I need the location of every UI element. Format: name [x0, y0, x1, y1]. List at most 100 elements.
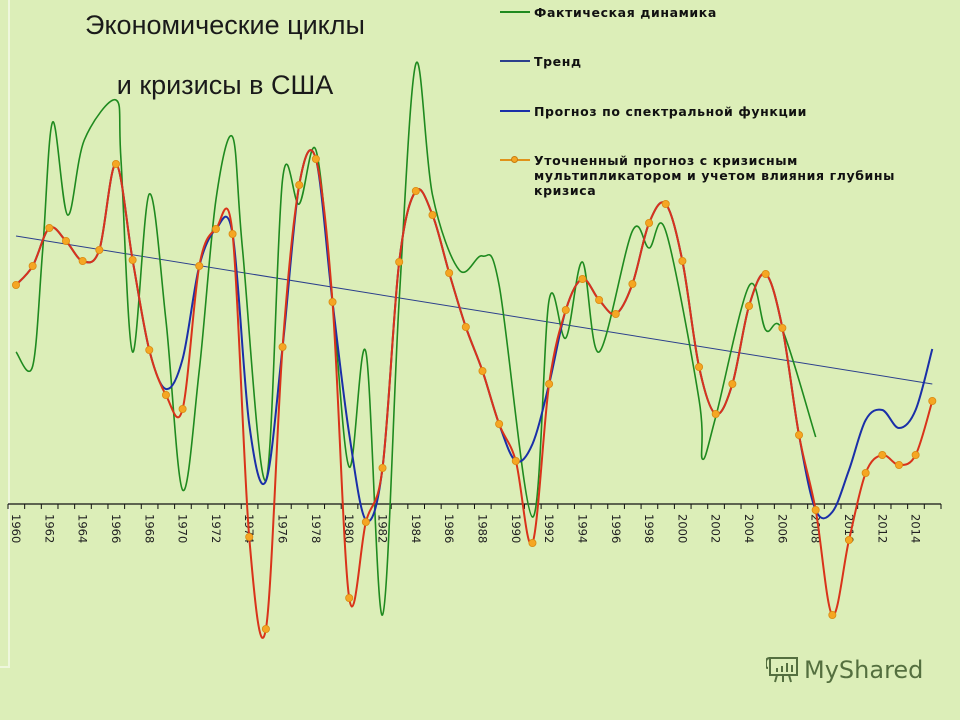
legend-label: Прогноз по спектральной функции — [534, 104, 808, 119]
data-point-marker — [761, 269, 770, 278]
data-point-marker — [245, 533, 254, 542]
legend-item-actual: Фактическая динамика — [500, 5, 717, 20]
data-point-marker — [445, 268, 454, 277]
data-point-marker — [178, 404, 187, 413]
data-point-marker — [878, 450, 887, 459]
legend-line-marker-icon — [500, 153, 530, 167]
data-point-marker — [78, 256, 87, 265]
data-point-marker — [28, 261, 37, 270]
x-tick-label: 2000 — [675, 514, 689, 543]
swatch-line — [500, 11, 530, 13]
data-point-marker — [628, 279, 637, 288]
data-point-marker — [495, 419, 504, 428]
left-border-foot — [0, 666, 10, 668]
x-axis: 1960 1962 1964 1966 1968 1970 1972 1974 1976 1978… — [7, 503, 942, 543]
x-tick-label: 1968 — [142, 514, 156, 543]
data-point-marker — [228, 229, 237, 238]
x-tick-label: 1994 — [575, 514, 589, 543]
data-point-marker — [545, 379, 554, 388]
data-point-marker — [611, 309, 620, 318]
data-point-marker — [461, 322, 470, 331]
data-point-marker — [45, 223, 54, 232]
legend-item-trend: Тренд — [500, 54, 582, 69]
x-tick-label: 1966 — [109, 514, 123, 543]
x-tick-label: 1978 — [309, 514, 323, 543]
x-tick-label: 1990 — [509, 514, 523, 543]
x-tick-label: 2004 — [742, 514, 756, 543]
chart-title-line1: Экономические циклы — [85, 10, 365, 40]
x-tick-label: 2006 — [775, 514, 789, 543]
data-point-marker — [211, 224, 220, 233]
x-tick-label: 1976 — [276, 514, 290, 543]
x-tick-label: 1996 — [609, 514, 623, 543]
data-point-marker — [595, 295, 604, 304]
data-point-marker — [478, 366, 487, 375]
x-tick-label: 1962 — [42, 514, 56, 543]
data-point-marker — [745, 301, 754, 310]
x-tick-label: 1986 — [442, 514, 456, 543]
chart-title-line2: и кризисы в США — [116, 70, 334, 100]
data-point-marker — [828, 611, 837, 620]
data-point-marker — [278, 342, 287, 351]
data-point-marker — [894, 460, 903, 469]
left-border-line — [8, 0, 10, 668]
data-point-marker — [428, 210, 437, 219]
swatch-dot — [511, 156, 518, 163]
data-point-marker — [778, 323, 787, 332]
data-point-marker — [695, 362, 704, 371]
x-tick-label: 2002 — [709, 514, 723, 543]
x-tick-label: 1982 — [376, 514, 390, 543]
data-point-marker — [911, 450, 920, 459]
legend-item-refined: Уточненный прогноз с кризисным мультипли… — [500, 153, 895, 198]
data-point-marker — [578, 274, 587, 283]
x-tick-label: 1992 — [542, 514, 556, 543]
data-point-marker — [795, 430, 804, 439]
data-point-marker — [161, 390, 170, 399]
data-point-marker — [295, 180, 304, 189]
x-tick-label: 1998 — [642, 514, 656, 543]
data-point-marker — [711, 409, 720, 418]
data-point-marker — [261, 625, 270, 634]
legend-line-blue-icon — [500, 104, 530, 118]
x-tick-label: 1964 — [76, 514, 90, 543]
data-point-marker — [345, 594, 354, 603]
data-point-marker — [145, 345, 154, 354]
data-point-marker — [361, 518, 370, 527]
data-point-marker — [328, 297, 337, 306]
legend-label: Уточненный прогноз с кризисным мультипли… — [534, 153, 896, 198]
data-point-marker — [511, 456, 520, 465]
x-tick-label: 2012 — [875, 514, 889, 543]
data-point-marker — [61, 236, 70, 245]
series-layer — [11, 61, 937, 639]
data-point-marker — [728, 379, 737, 388]
x-tick-label: 1988 — [475, 514, 489, 543]
data-point-marker — [845, 536, 854, 545]
swatch-line — [500, 110, 530, 112]
x-tick-label: 1980 — [342, 514, 356, 543]
data-point-marker — [95, 245, 104, 254]
legend-line-green-icon — [500, 5, 530, 19]
watermark: MyShared — [766, 655, 923, 685]
actual-dynamics-line — [15, 61, 817, 616]
x-tick-label: 1970 — [176, 514, 190, 543]
legend-label: Тренд — [534, 54, 582, 69]
x-tick-label: 1960 — [9, 514, 23, 543]
data-point-marker — [128, 255, 137, 264]
data-point-marker — [928, 396, 937, 405]
data-point-marker — [311, 154, 320, 163]
x-tick-label: 2014 — [909, 514, 923, 543]
data-point-marker — [645, 218, 654, 227]
data-point-marker — [378, 463, 387, 472]
x-tick-label: 1984 — [409, 514, 423, 543]
data-point-marker — [861, 468, 870, 477]
data-point-marker — [678, 256, 687, 265]
legend-line-navy-icon — [500, 54, 530, 68]
data-point-marker — [528, 539, 537, 548]
data-point-marker — [411, 186, 420, 195]
legend-item-spectral: Прогноз по спектральной функции — [500, 104, 807, 119]
legend-label: Фактическая динамика — [534, 5, 717, 20]
refined-forecast-line — [15, 149, 934, 639]
x-tick-label: 1972 — [209, 514, 223, 543]
data-point-marker — [811, 505, 820, 514]
